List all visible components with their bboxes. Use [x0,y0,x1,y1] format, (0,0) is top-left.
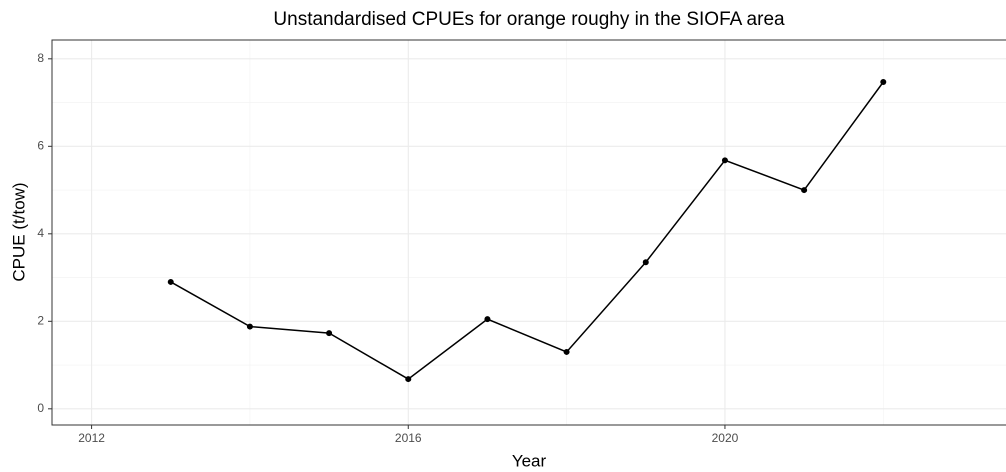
point [721,157,728,164]
y-axis-label: CPUE (t/tow) [9,182,28,281]
x-tick-label: 2020 [712,431,739,445]
chart-title: Unstandardised CPUEs for orange roughy i… [273,9,785,30]
y-tick-label: 6 [37,138,44,152]
line [170,81,884,380]
point [801,187,808,194]
point [405,376,412,383]
point [246,323,253,330]
y-tick-label: 8 [37,51,44,65]
point [326,330,333,337]
y-tick-label: 2 [37,313,44,327]
x-tick-label: 2012 [78,431,105,445]
x-axis-label: Year [512,451,547,470]
panel-border [51,39,1006,426]
y-tick-label: 0 [37,401,44,415]
y-tick-label: 4 [37,226,44,240]
point [167,278,174,285]
point [642,259,649,266]
point [563,348,570,355]
point [484,316,491,323]
x-tick-label: 2016 [395,431,422,445]
point [880,79,887,85]
